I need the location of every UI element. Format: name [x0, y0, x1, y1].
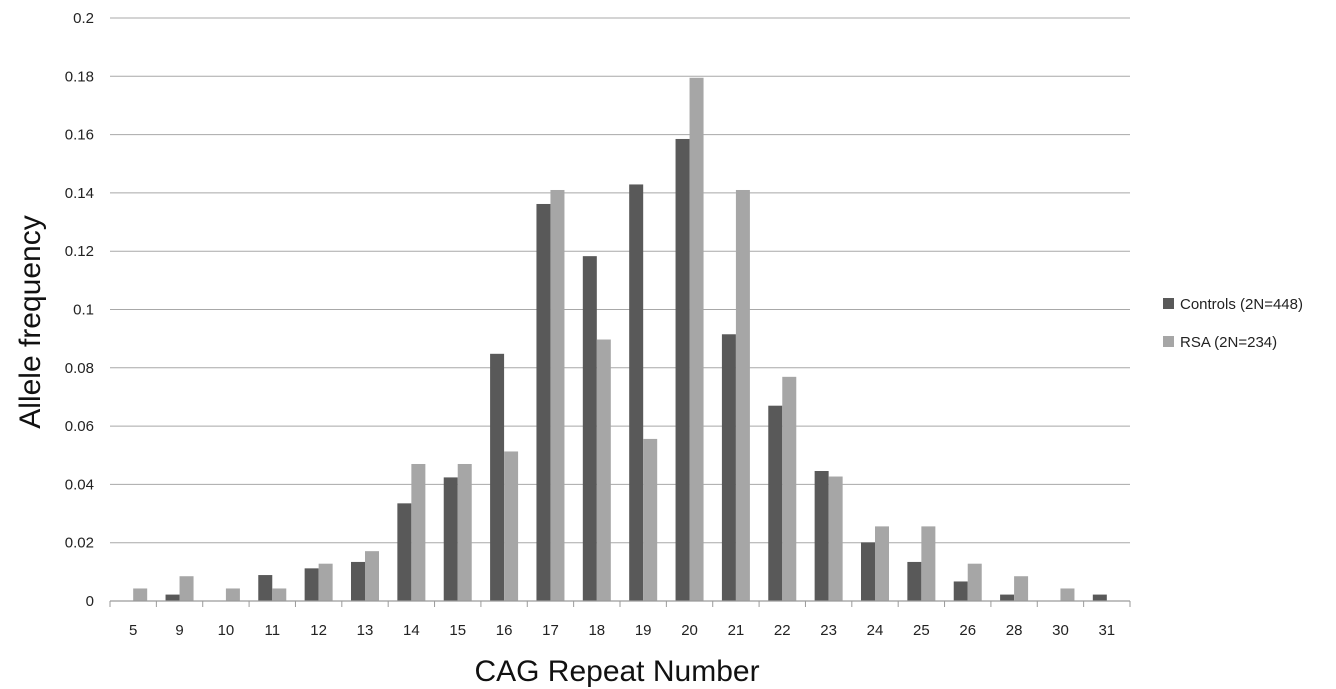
bar-rsa-17	[550, 189, 565, 602]
bar-controls-24	[861, 542, 875, 601]
legend-label-controls: Controls (2N=448)	[1180, 296, 1303, 313]
x-tick-label: 26	[959, 622, 976, 639]
bar-rsa-5	[133, 588, 148, 601]
x-tick-label: 18	[588, 622, 605, 639]
legend-swatch-rsa	[1163, 336, 1174, 347]
bar-controls-11	[258, 575, 273, 601]
bar-rsa-22	[782, 376, 797, 601]
bar-rsa-13	[365, 551, 379, 601]
bar-rsa-23	[828, 476, 843, 601]
bar-rsa-30	[1060, 588, 1075, 601]
x-tick-label: 22	[774, 622, 791, 639]
bar-controls-23	[814, 470, 829, 601]
x-tick-label: 20	[681, 622, 698, 639]
bar-controls-15	[443, 477, 458, 601]
bar-controls-9	[165, 594, 180, 601]
y-tick-label: 0.08	[65, 360, 94, 377]
legend-swatch-controls	[1163, 298, 1174, 309]
legend-label-rsa: RSA (2N=234)	[1180, 334, 1277, 351]
y-axis-title: Allele frequency	[14, 215, 47, 428]
y-tick-label: 0	[86, 593, 94, 610]
x-tick-label: 5	[129, 622, 137, 639]
bar-controls-17	[536, 203, 551, 602]
y-tick-label: 0.12	[65, 243, 94, 260]
bar-rsa-21	[735, 189, 750, 602]
bar-rsa-20	[689, 77, 704, 601]
y-tick-labels: 0 0.02 0.04 0.06 0.08 0.1 0.12 0.14 0.16 0.18 0.2	[65, 10, 94, 610]
y-tick-label: 0.06	[65, 418, 94, 435]
y-tick-label: 0.1	[73, 302, 94, 319]
bar-rsa-25	[921, 526, 936, 601]
x-tick-label: 23	[820, 622, 837, 639]
x-tick-labels: 5 9 10 11 12 13 14 15 16 17 18 19 20 21 22 23 24 25 26 28 30…	[109, 601, 1131, 639]
x-tick-label: 24	[867, 622, 884, 639]
x-tick-label: 19	[635, 622, 652, 639]
gridlines	[110, 17, 1130, 544]
bar-rsa-12	[318, 563, 333, 601]
x-axis-title: CAG Repeat Number	[474, 655, 759, 688]
x-tick-label: 28	[1006, 622, 1023, 639]
y-tick-label: 0.04	[65, 476, 94, 493]
bar-controls-16	[490, 353, 505, 601]
bar-rsa-9	[179, 576, 194, 601]
bar-rsa-28	[1014, 576, 1029, 601]
bar-controls-21	[721, 334, 736, 601]
bar-controls-28	[1000, 594, 1015, 601]
y-tick-label: 0.14	[65, 185, 94, 202]
x-tick-label: 30	[1052, 622, 1069, 639]
x-tick-label: 10	[218, 622, 235, 639]
y-tick-label: 0.02	[65, 535, 94, 552]
x-tick-label: 31	[1098, 622, 1115, 639]
bar-rsa-26	[967, 563, 982, 601]
legend: Controls (2N=448) RSA (2N=234)	[1163, 296, 1303, 351]
bar-controls-18	[582, 256, 597, 601]
x-tick-label: 13	[357, 622, 374, 639]
bar-rsa-11	[272, 588, 287, 601]
x-tick-label: 16	[496, 622, 513, 639]
y-tick-label: 0.2	[73, 10, 94, 27]
bar-controls-25	[907, 561, 922, 601]
bar-controls-14	[397, 503, 412, 601]
x-tick-label: 17	[542, 622, 559, 639]
bar-controls-22	[768, 405, 783, 601]
bar-controls-12	[304, 568, 319, 601]
bar-rsa-18	[596, 339, 611, 601]
bar-rsa-10	[225, 588, 240, 601]
bar-rsa-24	[875, 526, 889, 601]
bar-rsa-14	[411, 463, 426, 601]
bar-controls-20	[675, 138, 690, 601]
x-tick-label: 11	[264, 622, 280, 639]
x-tick-label: 9	[175, 622, 183, 639]
x-tick-label: 21	[728, 622, 745, 639]
x-tick-label: 12	[310, 622, 327, 639]
bar-controls-26	[953, 581, 968, 601]
bar-rsa-19	[643, 438, 658, 601]
bar-controls-13	[351, 561, 365, 601]
bars	[133, 77, 1107, 602]
bar-rsa-16	[504, 451, 519, 601]
x-tick-label: 25	[913, 622, 930, 639]
x-tick-label: 15	[449, 622, 466, 639]
bar-controls-31	[1092, 594, 1107, 601]
bar-controls-19	[629, 184, 644, 601]
y-tick-label: 0.16	[65, 127, 94, 144]
x-tick-label: 14	[403, 622, 420, 639]
bar-rsa-15	[457, 463, 472, 601]
y-tick-label: 0.18	[65, 68, 94, 85]
